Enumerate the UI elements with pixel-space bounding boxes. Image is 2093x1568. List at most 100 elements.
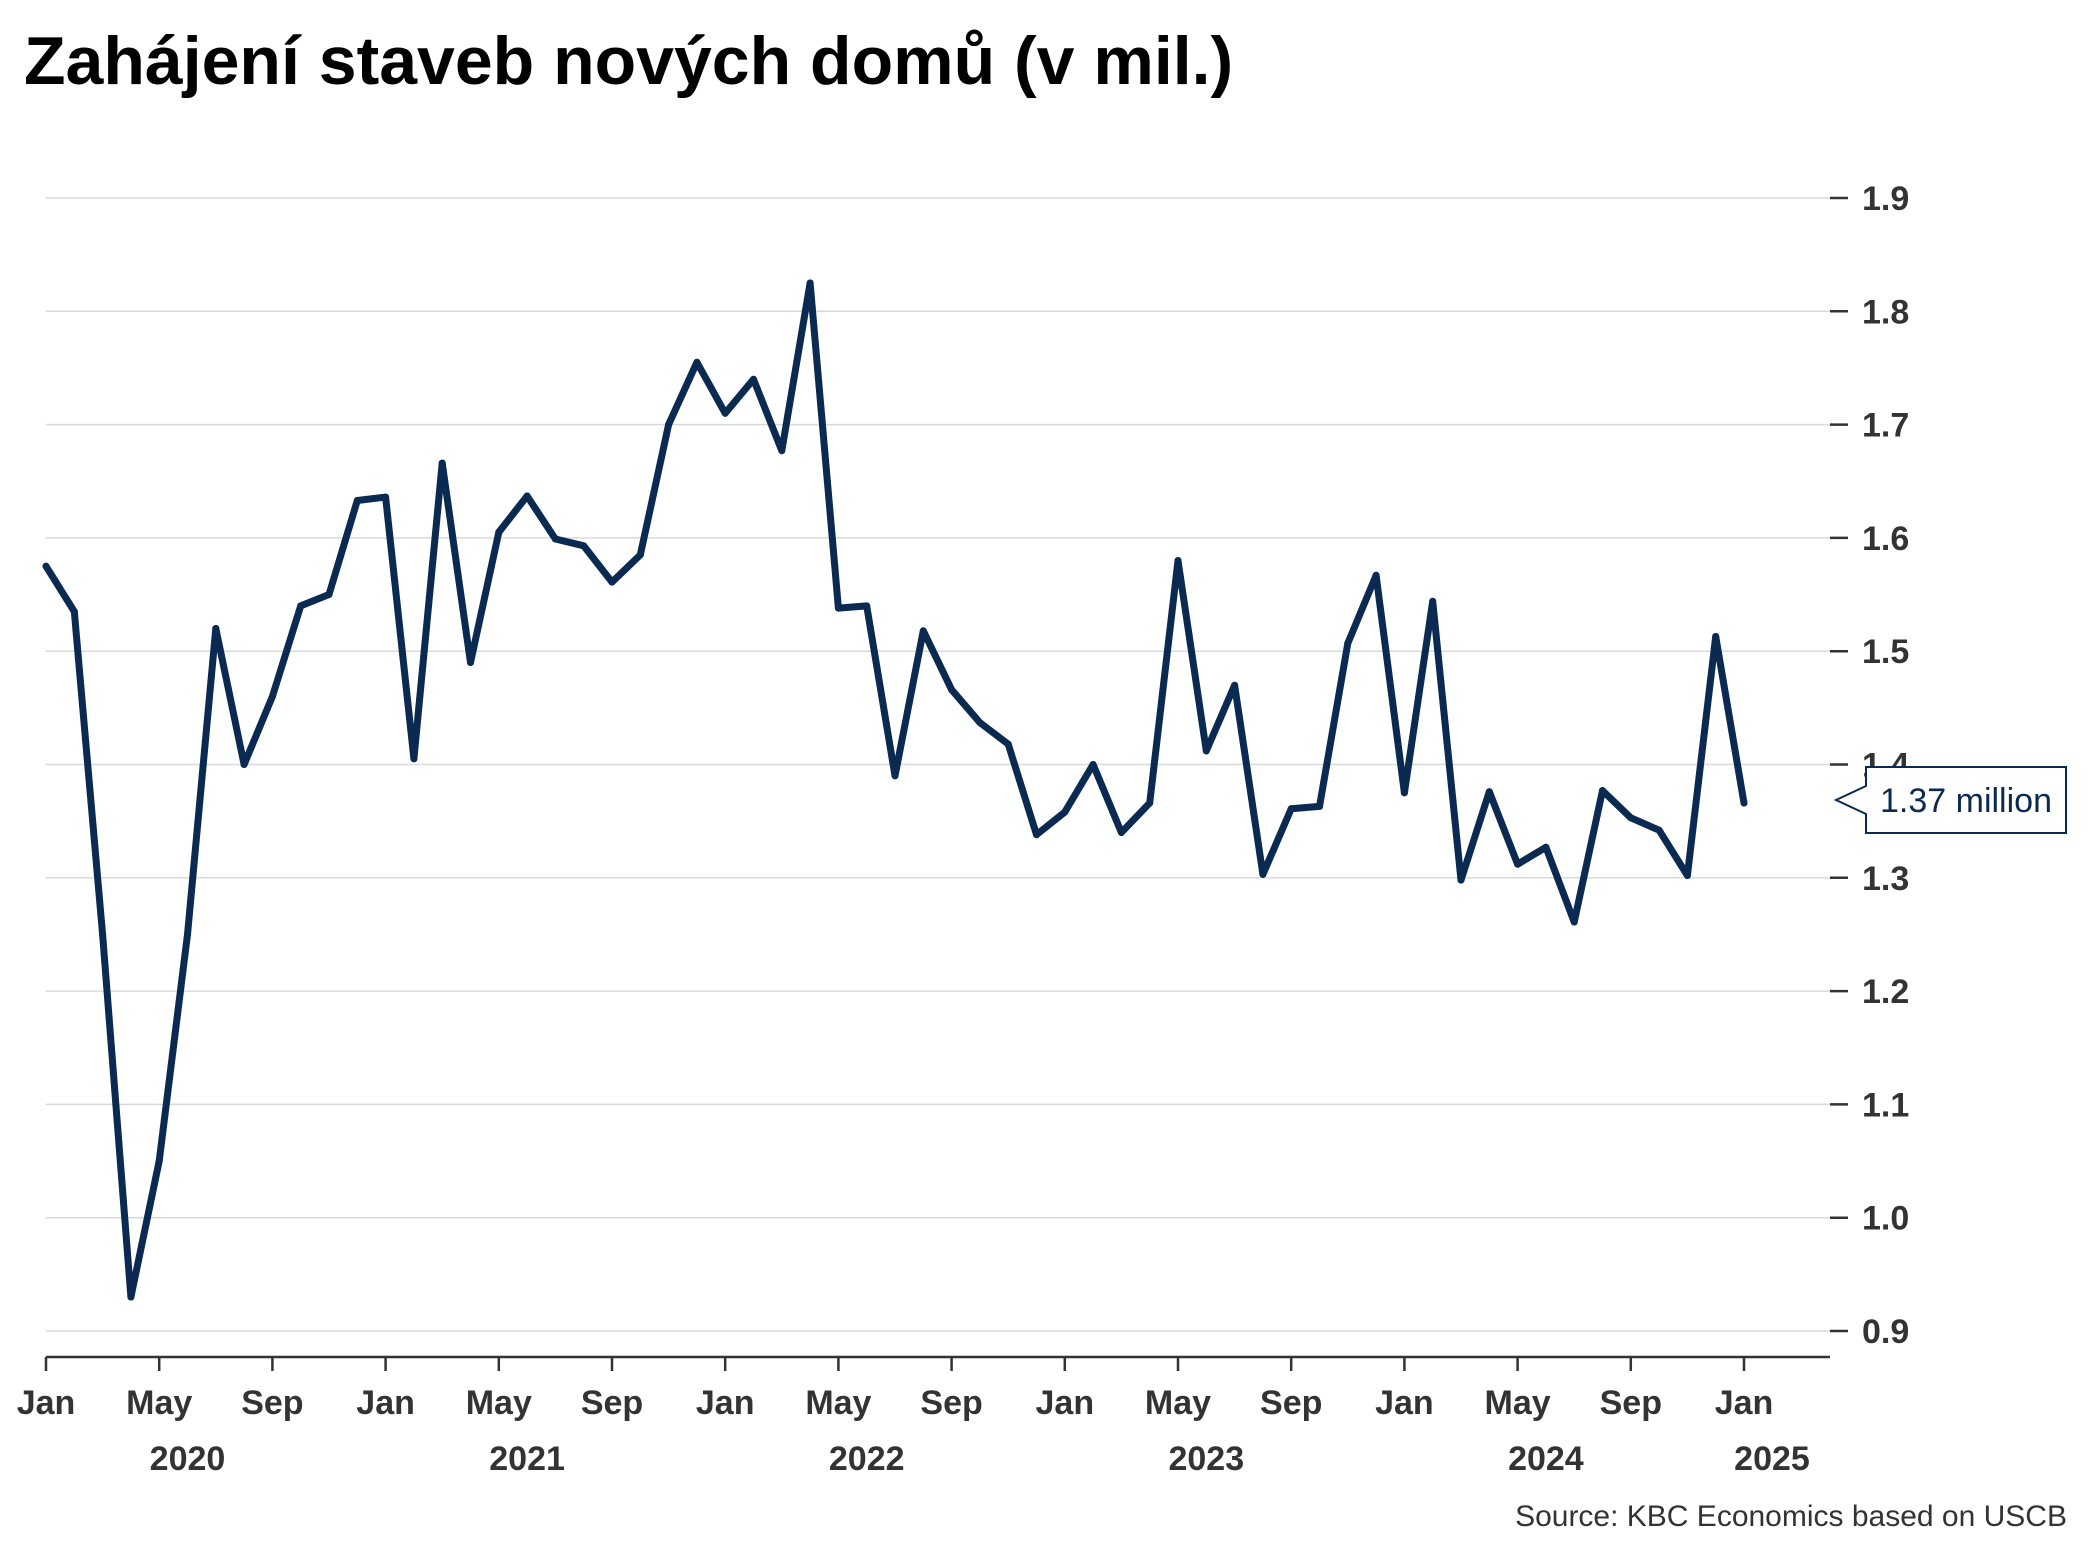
source-note: Source: KBC Economics based on USCB [1515,1500,2067,1533]
y-tick-label: 1.8 [1862,293,1909,331]
data-point [268,693,276,701]
x-tick-label: Jan [1036,1384,1095,1422]
data-point [1004,740,1012,748]
data-point [806,279,814,287]
x-year-label: 2022 [829,1440,905,1478]
x-year-label: 2025 [1734,1440,1810,1478]
x-tick-label: May [805,1384,871,1422]
data-point [693,358,701,366]
x-tick-label: Sep [1600,1384,1662,1422]
data-point [665,421,673,429]
y-tick-label: 0.9 [1862,1313,1909,1351]
x-tick-label: May [466,1384,532,1422]
data-point [636,551,644,559]
data-point [1259,870,1267,878]
x-tick-labels: Jan May Sep Jan May Sep Jan May Sep Jan May Sep Jan M… [17,1357,1774,1422]
data-point [523,492,531,500]
last-value-callout: 1.37 million [1833,766,2067,835]
data-point [1146,799,1154,807]
data-point [1429,597,1437,605]
data-point [127,1293,135,1301]
data-point [1231,681,1239,689]
data-point [1061,808,1069,816]
x-year-label: 2021 [489,1440,565,1478]
data-point [750,375,757,383]
data-point [1683,872,1691,880]
data-point [1655,826,1663,834]
data-point [1033,831,1040,839]
x-tick-label: Jan [356,1384,415,1422]
x-tick-label: May [1145,1384,1211,1422]
data-point [919,627,927,635]
y-tick-label: 1.9 [1862,180,1909,218]
data-point [1287,805,1295,813]
data-point [1400,789,1408,797]
x-tick-label: Jan [1715,1384,1774,1422]
x-tick-label: Sep [241,1384,303,1422]
x-tick-label: Sep [581,1384,643,1422]
data-point [495,528,503,536]
data-point [325,591,333,599]
data-point [834,604,842,612]
data-point [1542,843,1550,851]
x-tick-label: Jan [17,1384,76,1422]
data-point [551,535,559,543]
data-point [212,625,220,633]
data-point [467,659,474,667]
data-point [1457,876,1465,884]
data-point [1344,639,1352,647]
data-point [976,719,984,727]
data-point [353,497,361,505]
data-point [438,459,446,467]
y-tick-label: 1.0 [1862,1200,1909,1238]
data-point [1627,814,1635,822]
y-tick-label: 1.2 [1862,973,1909,1011]
y-tick-label: 1.3 [1862,860,1909,898]
x-tick-label: Sep [1260,1384,1322,1422]
data-point [778,447,786,455]
data-point [863,602,871,610]
data-point [1316,802,1323,810]
data-point [721,409,729,417]
data-point [297,602,305,610]
data-point [948,686,956,694]
data-point [580,542,588,550]
chart-title: Zahájení staveb nových domů (v mil.) [24,23,1234,99]
y-tick-label: 1.6 [1862,520,1909,558]
data-point [1089,761,1097,768]
callout-box [1833,766,2067,835]
data-point [1712,632,1720,640]
data-point [1202,747,1210,755]
data-point [608,578,616,586]
x-tick-label: May [126,1384,192,1422]
data-point [70,608,78,616]
data-point [240,761,248,768]
x-year-label: 2023 [1168,1440,1244,1478]
x-tick-label: Sep [920,1384,982,1422]
data-point [410,755,418,763]
data-point [891,772,899,780]
gridlines [46,197,1830,1332]
data-point [1599,787,1606,795]
data-point [99,930,107,938]
callout-label: 1.37 million [1880,782,2052,820]
data-point [1174,557,1182,565]
data-point [382,493,390,501]
x-year-label: 2024 [1508,1440,1584,1478]
series [42,279,1748,1301]
y-tick-label: 1.1 [1862,1086,1909,1124]
y-tick-label: 1.7 [1862,407,1909,445]
x-tick-label: Jan [696,1384,755,1422]
data-point [1514,860,1522,868]
data-point [1117,828,1125,836]
data-point [1372,571,1380,579]
data-point [1740,799,1748,807]
data-point [1570,918,1578,926]
data-point [184,930,191,938]
x-year-labels: 2020 2021 2022 2023 2024 2025 [150,1440,1810,1478]
x-year-label: 2020 [150,1440,226,1478]
y-tick-label: 1.5 [1862,633,1909,671]
data-point [42,562,50,570]
data-point [1485,788,1493,796]
